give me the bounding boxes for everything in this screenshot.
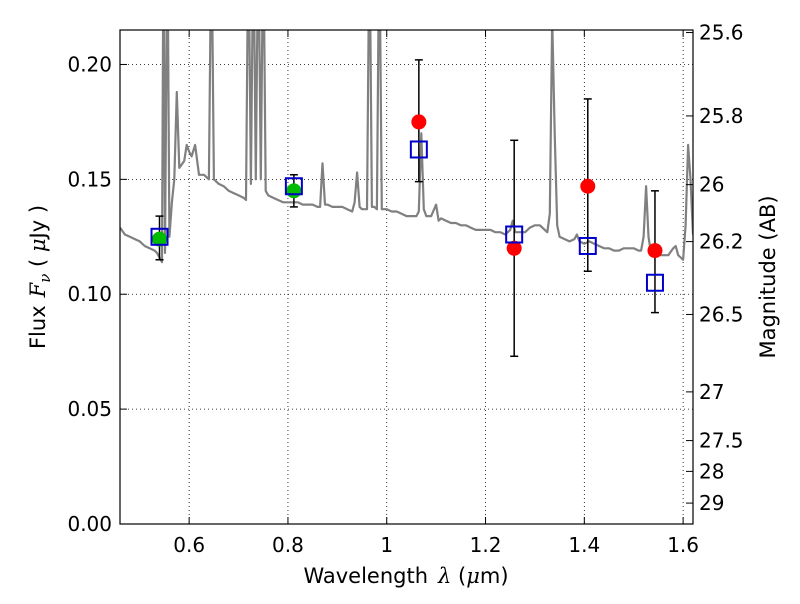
y2-tick-label: 29 (699, 491, 724, 515)
sed-model-line (120, 30, 693, 264)
y2-tick-label: 26.5 (699, 302, 744, 326)
data-point-circle (647, 243, 663, 259)
data-point-circle (286, 183, 302, 199)
x-tick-label: 0.8 (272, 533, 304, 557)
x-tick-label: 1.4 (568, 533, 600, 557)
y2-tick-label: 25.6 (699, 21, 744, 45)
sed-model-layer (120, 30, 693, 264)
x-axis-label: Wavelength λ (μm) (303, 564, 508, 588)
plot-frame (119, 29, 694, 525)
model-photometry-square (505, 225, 524, 244)
x-tick-label: 1.2 (470, 533, 502, 557)
x-tick-label: 1 (380, 533, 393, 557)
y-axis-label: FluxFν ( μJy ) (26, 205, 54, 349)
x-tick-label: 1.6 (667, 533, 699, 557)
y2-tick-label: 26 (699, 173, 724, 197)
model-photometry-square (409, 140, 428, 159)
data-point-circle (506, 240, 522, 256)
model-photometry-square (645, 273, 664, 292)
y-tick-label: 0.00 (67, 512, 112, 536)
y-tick-label: 0.05 (67, 397, 112, 421)
x-tick-label: 0.6 (173, 533, 205, 557)
plot-area (120, 30, 693, 524)
y-tick-label: 0.15 (67, 167, 112, 191)
data-markers (150, 114, 664, 292)
model-photometry-square (284, 177, 303, 196)
model-photometry-square (150, 227, 169, 246)
data-point-circle (411, 114, 427, 130)
y-tick-label: 0.20 (67, 52, 112, 76)
y2-tick-label: 25.8 (699, 104, 744, 128)
y2-tick-label: 27.5 (699, 429, 744, 453)
model-photometry-square (578, 236, 597, 255)
data-point-circle (580, 178, 596, 194)
y-tick-label: 0.10 (67, 282, 112, 306)
y2-tick-label: 27 (699, 380, 724, 404)
axis-ticks: 0.6 0.8 1 1.2 1.4 1.6 0.00 0.05 0.10 0.15 0.20 25.6… (67, 21, 743, 557)
data-point-circle (152, 231, 168, 247)
y2-tick-label: 26.2 (699, 230, 744, 254)
y2-axis-label: Magnitude (AB) (756, 195, 780, 358)
y2-tick-label: 28 (699, 459, 724, 483)
